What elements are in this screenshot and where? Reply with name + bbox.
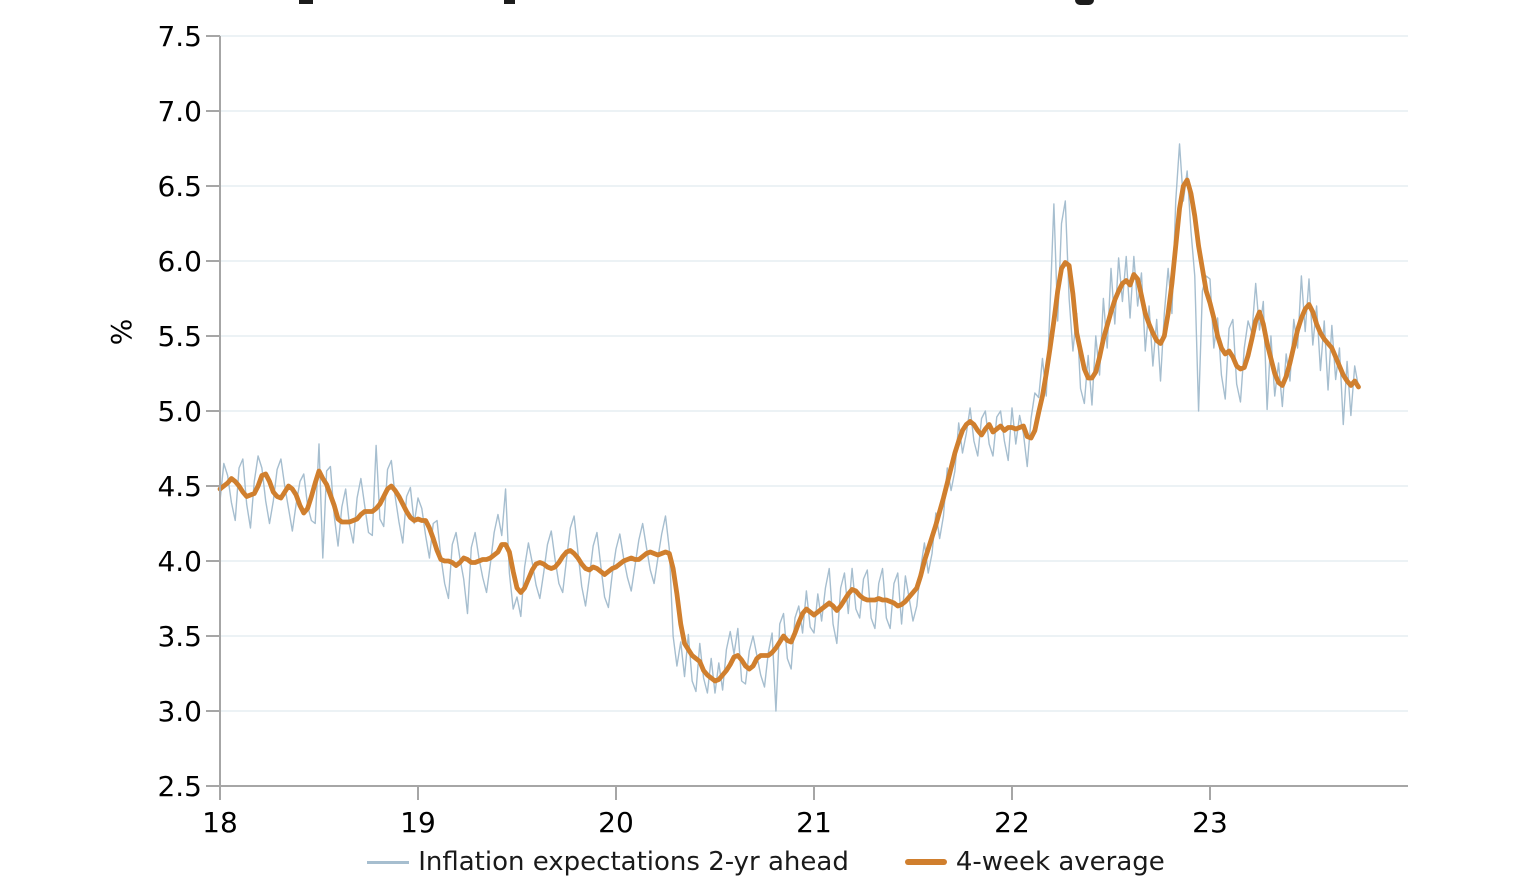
legend-item-expectations: Inflation expectations 2-yr ahead	[367, 847, 849, 877]
legend-label-expectations: Inflation expectations 2-yr ahead	[418, 847, 849, 877]
x-tick-label-18: 18	[202, 806, 238, 839]
chart-legend: Inflation expectations 2-yr ahead 4-week…	[0, 847, 1532, 877]
cropped-title-fragment-2	[504, 0, 515, 4]
y-tick-label-7.5: 7.5	[157, 20, 202, 53]
legend-item-average: 4-week average	[904, 847, 1165, 877]
y-tick-label-5.5: 5.5	[157, 320, 202, 353]
x-tick-label-23: 23	[1192, 806, 1228, 839]
y-tick-label-3.5: 3.5	[157, 620, 202, 653]
y-axis-unit-label: %	[105, 319, 138, 346]
y-tick-label-2.5: 2.5	[157, 770, 202, 803]
cropped-title-fragment-3	[1075, 0, 1094, 5]
legend-label-average: 4-week average	[955, 847, 1165, 877]
y-tick-label-4: 4.0	[157, 545, 202, 578]
y-tick-label-4.5: 4.5	[157, 470, 202, 503]
weekly-series-swatch	[367, 860, 410, 864]
series-line-average	[217, 177, 1361, 684]
x-tick-label-19: 19	[400, 806, 436, 839]
x-tick-label-20: 20	[598, 806, 634, 839]
y-tick-label-3: 3.0	[157, 695, 202, 728]
cropped-title-fragment-1	[299, 0, 313, 4]
y-tick-label-6: 6.0	[157, 245, 202, 278]
x-tick-label-21: 21	[796, 806, 832, 839]
y-tick-label-6.5: 6.5	[157, 170, 202, 203]
average-series-swatch	[904, 859, 947, 865]
series-line-expectations	[219, 143, 1360, 712]
x-tick-label-22: 22	[994, 806, 1030, 839]
y-tick-label-7: 7.0	[157, 95, 202, 128]
y-tick-label-5: 5.0	[157, 395, 202, 428]
